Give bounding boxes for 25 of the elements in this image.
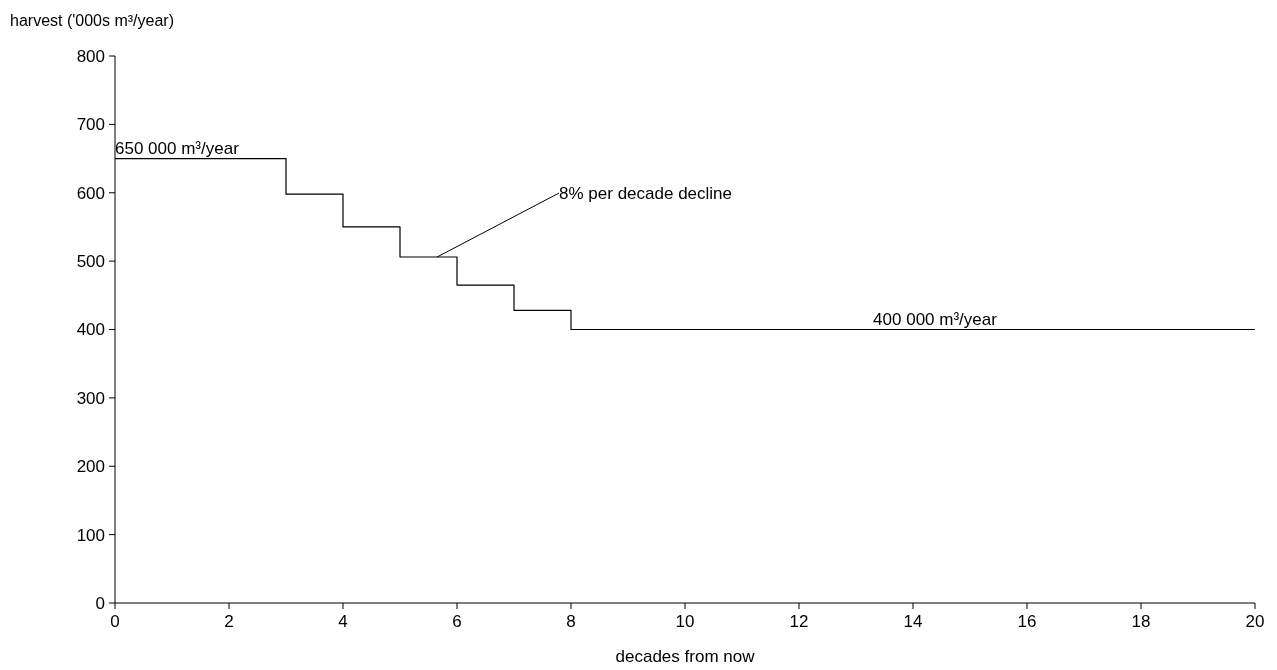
y-tick-label: 100: [76, 525, 105, 545]
annotation: 650 000 m³/year: [115, 138, 240, 158]
y-tick-label: 700: [76, 115, 105, 135]
x-tick-label: 6: [452, 612, 462, 631]
y-axis-title: harvest ('000s m³/year): [10, 12, 174, 29]
y-tick-label: 500: [76, 252, 105, 272]
annotation: 400 000 m³/year: [873, 309, 998, 329]
x-tick-label: 20: [1245, 612, 1265, 631]
x-tick-label: 18: [1131, 612, 1151, 631]
x-tick-label: 14: [903, 612, 923, 631]
x-tick-label: 4: [338, 612, 348, 631]
x-tick-label: 2: [224, 612, 234, 631]
y-tick-label: 600: [76, 183, 105, 203]
x-tick-label: 0: [110, 612, 120, 631]
y-tick-label: 800: [76, 46, 105, 66]
x-tick-label: 8: [566, 612, 576, 631]
annotation: 8% per decade decline: [559, 183, 733, 203]
x-tick-label: 10: [675, 612, 695, 631]
y-tick-label: 300: [76, 388, 105, 408]
y-tick-label: 200: [76, 457, 105, 477]
y-tick-label: 0: [95, 593, 105, 613]
x-tick-label: 12: [789, 612, 809, 631]
x-tick-label: 16: [1017, 612, 1037, 631]
y-tick-label: 400: [76, 320, 105, 340]
x-axis-title: decades from now: [615, 647, 756, 666]
